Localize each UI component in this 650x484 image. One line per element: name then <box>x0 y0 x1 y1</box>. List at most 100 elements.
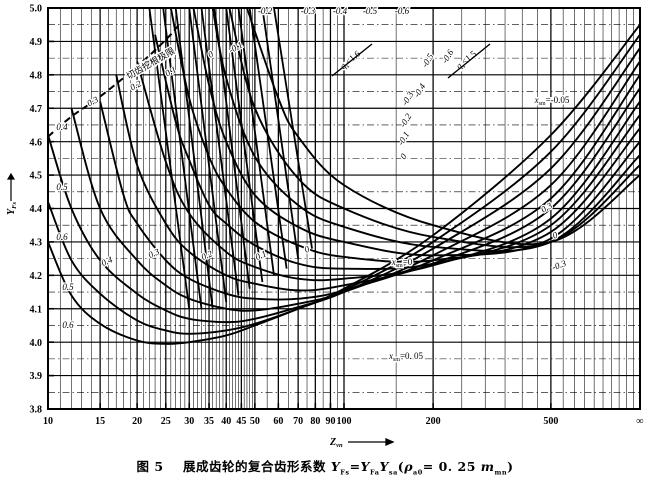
y-tick-label: 4.1 <box>30 304 43 315</box>
curve-0p4 <box>48 47 640 324</box>
x-tick-label: 50 <box>250 416 260 427</box>
curve-label-top-neg0p2-text: -0.2 <box>258 6 273 16</box>
curve-label-rm-0: 00 <box>550 228 561 242</box>
x-tick-label: 45 <box>236 416 246 427</box>
x-tick-label: 60 <box>273 416 283 427</box>
curve-0p2 <box>99 74 640 301</box>
annotation-xsm-zero-halo: xsm=0 <box>391 257 413 269</box>
y-tick-label: 3.8 <box>30 405 43 416</box>
caption-number: 图 5 <box>136 459 164 474</box>
qs16-leader-line <box>331 43 373 77</box>
curve-neg0p2 <box>169 8 640 263</box>
curve-label-dash-0-halo: 0 <box>206 49 215 60</box>
annotation-xsm-zero: xsm=0 <box>391 257 413 269</box>
curve-label-mid-0p4: 0.40.4 <box>98 253 115 270</box>
annotation-xsm-negative-halo: xsm=-0.05 <box>534 95 570 107</box>
curve-label-dash-0p3-text: 0.3 <box>85 94 100 108</box>
undercut-branch-line <box>200 8 240 296</box>
x-tick-label: 35 <box>204 416 214 427</box>
chart-background <box>0 0 650 456</box>
x-tick-label: 20 <box>132 416 142 427</box>
curve-label-top-neg0p4-text: -0.4 <box>333 6 348 16</box>
curve-label-top-neg0p6-halo: -0.6 <box>395 6 410 16</box>
y-tick-label: 4.4 <box>30 204 43 215</box>
y-tick-label: 4.9 <box>30 37 43 48</box>
x-tick-label: 25 <box>161 416 171 427</box>
curve-label-mid-0-halo: 0 <box>303 244 312 255</box>
curve-label-top-neg0p5-text: -0.5 <box>363 6 378 16</box>
curve-label-mid-0: 00 <box>301 242 312 256</box>
y-tick-label: 5.0 <box>30 4 43 15</box>
curve-label-rm-neg0p3-text: -0.3 <box>551 258 568 272</box>
curve-label-0p5-lower-halo: 0.5 <box>62 282 74 292</box>
curve-0p6 <box>48 24 640 345</box>
x-tick-label: 90 <box>325 416 335 427</box>
curve-label-0p4-text: 0.4 <box>56 122 68 132</box>
curve-label-mid-0p1: 0.10.1 <box>252 247 269 263</box>
x-tick-label: 70 <box>293 416 303 427</box>
curve-label-mid-0p1-text: 0.1 <box>254 248 268 262</box>
curve-label-0p5: 0.50.5 <box>55 181 69 194</box>
curve-label-top-neg0p2: -0.2-0.2 <box>257 5 274 18</box>
caption-yfs: Y <box>330 459 341 474</box>
y-tick-label: 4.7 <box>30 104 43 115</box>
x-tick-label: 30 <box>184 416 194 427</box>
x-tick-label: 200 <box>426 416 441 427</box>
curve-label-top-neg0p4-halo: -0.4 <box>333 6 348 16</box>
undercut-branch-line <box>237 8 275 276</box>
x-tick-label: 80 <box>310 416 320 427</box>
curve-0p5 <box>48 34 640 335</box>
y-tick-label: 4.8 <box>30 70 43 81</box>
curve-label-0p5-lower: 0.50.5 <box>61 281 75 294</box>
curve-label-0p4: 0.40.4 <box>55 121 69 134</box>
curve-0 <box>136 61 640 282</box>
curve-label-0p6-halo: 0.6 <box>56 232 68 242</box>
curve-label-0p5-text: 0.5 <box>56 182 68 192</box>
curve-label-0p6: 0.60.6 <box>55 231 69 244</box>
curve-label-top-neg0p6-text: -0.6 <box>395 6 410 16</box>
curve-label-rm-0-halo: 0 <box>551 230 559 241</box>
annotation-xsm-positive: xsm=0. 05 <box>388 351 424 363</box>
y-axis-arrow-icon <box>6 172 16 201</box>
undercut-branch-line <box>174 8 214 309</box>
curve-label-dash-0p1-text: 0.1 <box>163 64 178 78</box>
x-axis-arrow-icon <box>348 438 395 446</box>
qs15-leader-line <box>447 43 491 79</box>
curve-label-0p5-lower-text: 0.5 <box>62 282 74 292</box>
y-tick-label: 4.0 <box>30 338 43 349</box>
undercut-branch-line <box>225 8 264 283</box>
x-tick-label: 40 <box>221 416 231 427</box>
curve-label-0p6-lower-text: 0.6 <box>62 320 74 330</box>
curve-label-mid-0p2-text: 0.2 <box>200 248 215 262</box>
curve-label-dash-0p2-text: 0.2 <box>128 78 143 92</box>
annotation-xsm-positive-halo: xsm=0. 05 <box>388 351 424 363</box>
curve-label-top-neg0p5: -0.5-0.5 <box>362 5 379 18</box>
curve-label-top-neg0p4: -0.4-0.4 <box>332 5 349 18</box>
x-tick-label: 10 <box>43 416 53 427</box>
curve-label-dash-0-text: 0 <box>206 49 215 60</box>
curve-label-mid-0p4-text: 0.4 <box>100 254 115 268</box>
undercut-branch-line <box>188 8 228 303</box>
curve-label-0p4-halo: 0.4 <box>56 122 68 132</box>
curve-label-top-neg0p3-halo: -0.3 <box>301 6 316 16</box>
y-tick-label: 4.6 <box>30 137 43 148</box>
undercut-branch-line <box>273 8 313 249</box>
x-tick-label: 100 <box>337 416 352 427</box>
curve-label-top-neg0p3-text: -0.3 <box>301 6 316 16</box>
curve-label-rm-0-text: 0 <box>551 230 559 241</box>
undercut-branch-line <box>261 8 300 259</box>
curve-label-0p5-halo: 0.5 <box>56 182 68 192</box>
curve-label-top-neg0p6: -0.6-0.6 <box>394 5 411 18</box>
y-tick-label: 4.2 <box>30 271 43 282</box>
x-tick-label: 500 <box>543 416 558 427</box>
compound-tooth-form-factor-chart: 5.04.94.84.74.64.54.44.34.24.14.03.93.81… <box>0 0 650 456</box>
undercut-branch-line <box>162 8 203 309</box>
caption-title: 展成齿轮的复合齿形系数 <box>182 459 326 474</box>
curve-neg0p6 <box>246 8 640 246</box>
undercut-branch-line <box>213 8 251 289</box>
curve-neg0p1 <box>154 34 640 270</box>
curve-label-mid-0-text: 0 <box>303 244 312 255</box>
curve-label-top-neg0p3: -0.3-0.3 <box>300 5 317 18</box>
curve-label-mid-0p3-text: 0.3 <box>147 246 162 260</box>
